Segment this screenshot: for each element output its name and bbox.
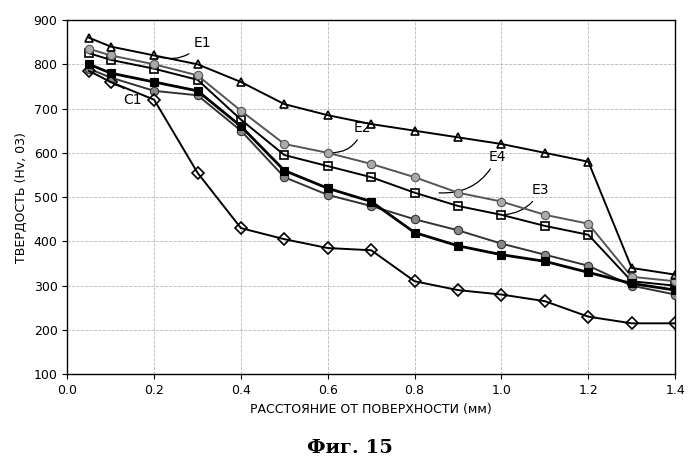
Text: E3: E3 bbox=[504, 183, 550, 215]
Text: C1: C1 bbox=[113, 85, 142, 107]
Text: Фиг. 15: Фиг. 15 bbox=[307, 439, 393, 458]
Text: E4: E4 bbox=[439, 150, 506, 193]
X-axis label: РАССТОЯНИЕ ОТ ПОВЕРХНОСТИ (мм): РАССТОЯНИЕ ОТ ПОВЕРХНОСТИ (мм) bbox=[251, 403, 492, 415]
Text: E1: E1 bbox=[157, 36, 211, 59]
Text: E2: E2 bbox=[330, 120, 371, 153]
Y-axis label: ТВЕРДОСТЬ (Hv, 03): ТВЕРДОСТЬ (Hv, 03) bbox=[15, 132, 28, 262]
